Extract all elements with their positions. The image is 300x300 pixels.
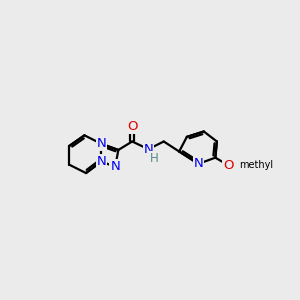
Text: N: N [194, 157, 203, 170]
Text: N: N [110, 160, 120, 173]
Text: N: N [143, 143, 153, 156]
Text: H: H [150, 152, 159, 165]
Text: O: O [223, 159, 234, 172]
Text: O: O [127, 120, 137, 134]
Text: N: N [97, 137, 106, 150]
Text: N: N [97, 155, 106, 168]
Text: methyl: methyl [239, 160, 273, 170]
